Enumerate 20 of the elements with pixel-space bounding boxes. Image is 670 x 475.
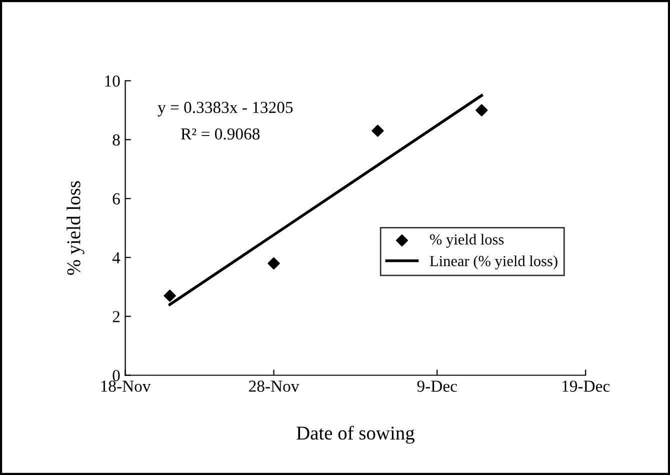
annotation: y = 0.3383x - 13205 — [158, 102, 293, 116]
x-tick-label: 28-Nov — [249, 380, 300, 392]
y-tick-label: 8 — [112, 134, 120, 146]
point — [164, 290, 176, 302]
x-tick-label: 9-Dec — [417, 380, 457, 392]
point — [372, 124, 384, 137]
x-tick-label: 18-Nov — [101, 380, 151, 392]
legend-label: Linear (% yield loss) — [430, 255, 558, 270]
x-tick-label: 19-Dec — [562, 380, 610, 392]
y-tick-label: 2 — [112, 311, 120, 322]
y-tick-label: 0 — [112, 370, 120, 382]
point — [476, 104, 488, 116]
y-tick-label: 6 — [112, 193, 120, 204]
legend-label: % yield loss — [430, 234, 504, 248]
y-axis-title: % yield loss — [66, 181, 84, 275]
annotation: R² = 0.9068 — [181, 128, 260, 140]
y-tick-label: 10 — [105, 75, 120, 87]
x-axis-title: Date of sowing — [296, 426, 414, 444]
point — [268, 257, 280, 270]
y-tick-label: 4 — [112, 252, 120, 264]
